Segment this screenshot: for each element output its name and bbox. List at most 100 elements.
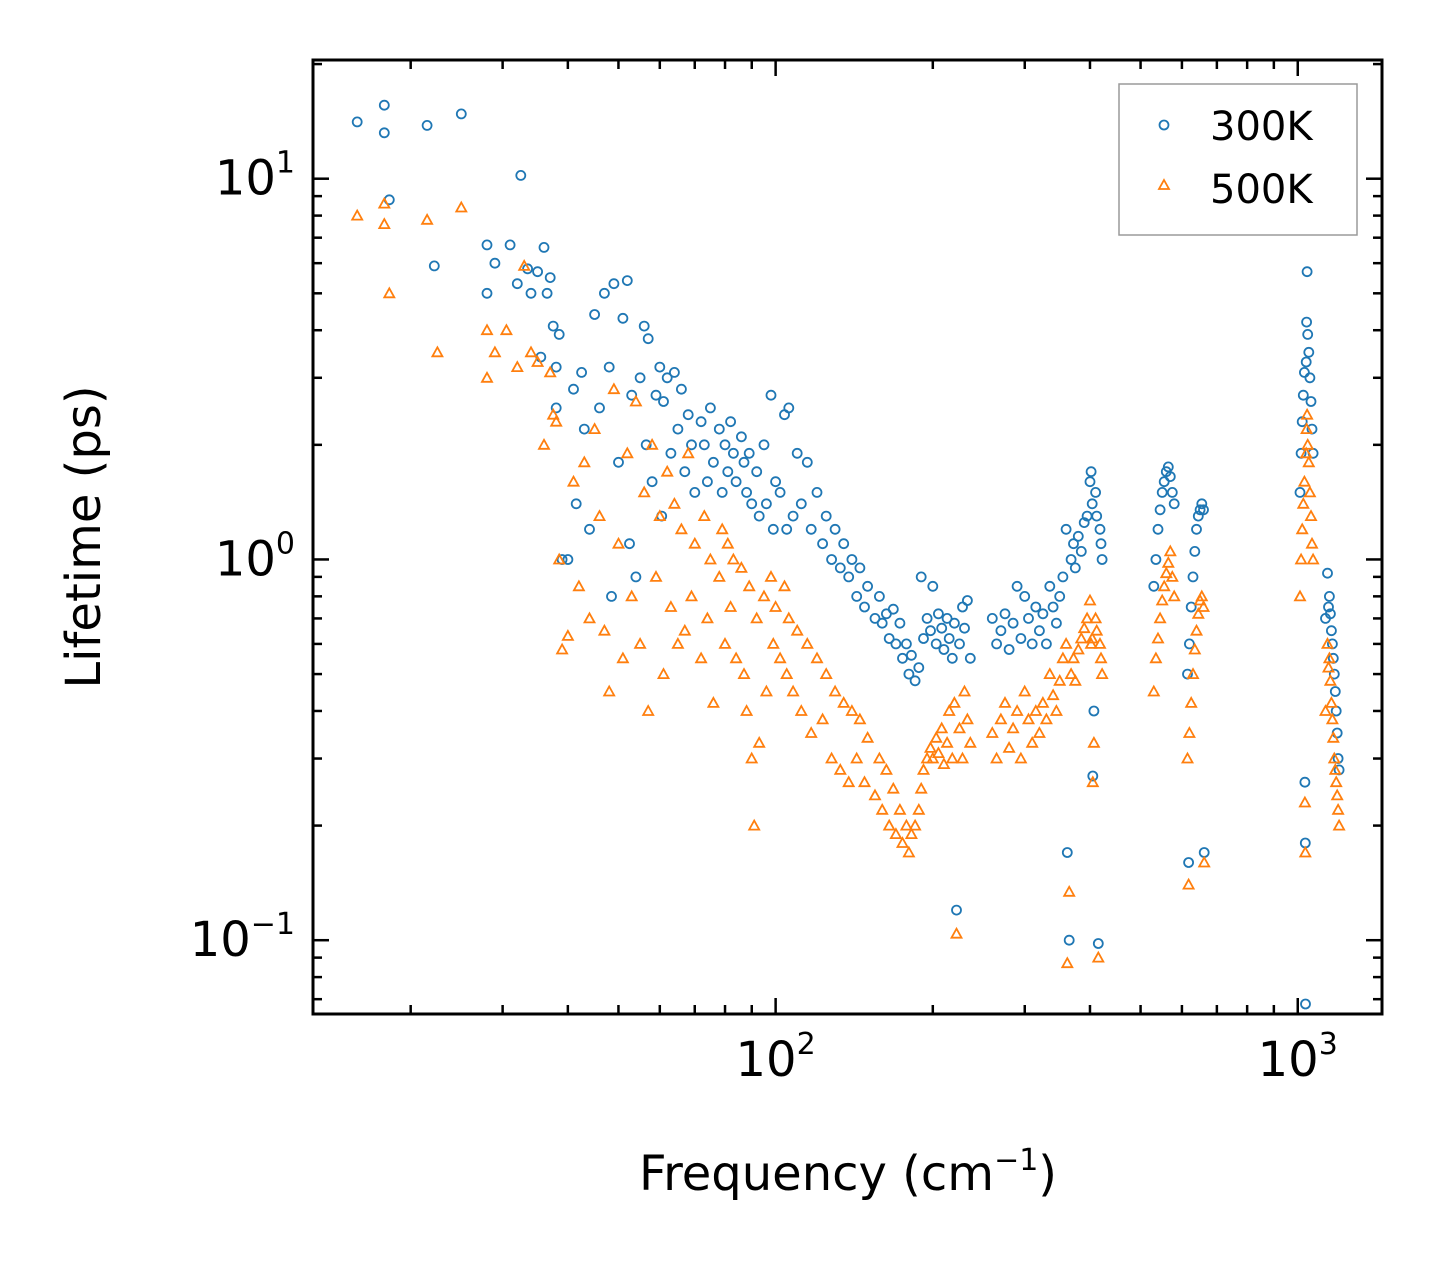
data-point-300k — [951, 904, 962, 916]
data-point-500k — [931, 746, 945, 758]
data-point-300k — [918, 633, 929, 644]
data-point-300k — [1156, 486, 1168, 498]
data-point-300k — [927, 580, 939, 592]
data-point-300k — [943, 633, 955, 644]
legend-label-300k: 300K — [1210, 104, 1314, 150]
data-point-300k — [421, 120, 433, 131]
data-point-300k — [428, 260, 440, 272]
data-point-300k — [658, 396, 669, 407]
data-point-500k — [1322, 651, 1336, 664]
data-point-300k — [679, 466, 691, 478]
data-point-500k — [1068, 673, 1082, 686]
data-point-300k — [1088, 705, 1100, 717]
data-point-500k — [694, 651, 708, 664]
data-point-300k — [986, 613, 998, 624]
data-point-500k — [734, 561, 748, 573]
data-point-300k — [820, 510, 832, 522]
data-point-500k — [664, 600, 678, 612]
axis-ticks: 102 103 10−1 100 101 — [190, 60, 1382, 1088]
data-point-300k — [791, 447, 803, 459]
data-point-500k — [998, 696, 1012, 708]
data-point-500k — [1321, 660, 1336, 673]
data-point-500k — [1180, 751, 1195, 764]
data-point-500k — [908, 818, 922, 831]
data-point-300k — [1096, 554, 1108, 565]
data-point-500k — [889, 827, 903, 839]
data-point-500k — [1326, 730, 1340, 743]
data-point-500k — [1093, 637, 1107, 649]
data-point-500k — [825, 751, 839, 764]
data-point-300k — [1192, 510, 1204, 522]
data-point-500k — [454, 200, 468, 213]
data-point-300k — [504, 239, 516, 251]
data-point-300k — [613, 456, 624, 468]
data-point-300k — [761, 498, 772, 510]
data-point-500k — [1295, 522, 1309, 535]
data-point-300k — [915, 571, 927, 583]
data-point-500k — [688, 536, 702, 549]
data-point-300k — [669, 366, 680, 378]
data-point-500k — [800, 637, 814, 649]
data-point-500k — [985, 726, 999, 738]
data-point-300k — [1015, 633, 1027, 644]
data-point-300k — [781, 523, 793, 535]
data-point-500k — [1303, 485, 1317, 498]
data-point-300k — [1154, 504, 1166, 516]
data-point-500k — [764, 570, 778, 582]
data-point-300k — [578, 423, 590, 435]
data-point-300k — [676, 383, 687, 395]
data-point-300k — [887, 603, 899, 615]
data-point-500k — [886, 781, 900, 794]
data-point-500k — [899, 818, 913, 831]
data-point-300k — [665, 447, 677, 459]
data-point-300k — [1078, 517, 1090, 528]
data-point-300k — [894, 617, 906, 629]
data-point-300k — [1150, 554, 1162, 565]
data-point-300k — [1003, 644, 1015, 655]
data-point-500k — [724, 600, 738, 612]
data-point-500k — [377, 196, 391, 209]
data-point-500k — [1060, 956, 1074, 969]
data-point-500k — [726, 552, 740, 565]
data-point-300k — [851, 591, 863, 602]
data-point-300k — [765, 389, 777, 401]
data-point-300k — [682, 409, 694, 421]
data-point-500k — [637, 485, 651, 498]
data-point-300k — [511, 278, 523, 290]
data-point-500k — [872, 751, 886, 764]
data-point-300k — [568, 383, 579, 395]
data-point-500k — [777, 579, 792, 592]
data-point-300k — [1301, 266, 1313, 278]
data-point-300k — [378, 127, 390, 139]
data-point-300k — [1094, 523, 1106, 535]
data-point-300k — [646, 476, 658, 488]
data-point-500k — [697, 509, 711, 521]
data-point-300k — [1300, 356, 1312, 368]
data-point-300k — [1305, 396, 1317, 407]
data-point-500k — [819, 667, 833, 679]
data-point-300k — [1037, 608, 1049, 620]
data-point-300k — [959, 622, 970, 634]
data-point-300k — [869, 613, 881, 624]
data-point-300k — [1148, 580, 1160, 592]
data-point-500k — [994, 712, 1008, 725]
data-point-500k — [592, 509, 607, 521]
data-point-300k — [544, 272, 556, 284]
data-point-500k — [555, 642, 569, 655]
data-point-300k — [1026, 638, 1038, 650]
data-point-500k — [1327, 751, 1341, 764]
data-point-500k — [914, 781, 928, 794]
data-point-500k — [1296, 496, 1310, 509]
data-point-300k — [829, 523, 841, 535]
data-point-500k — [1306, 552, 1320, 565]
data-point-300k — [811, 486, 823, 498]
data-point-500k — [1167, 589, 1181, 602]
data-point-300k — [817, 538, 828, 550]
data-point-300k — [736, 431, 747, 443]
data-point-500k — [1191, 606, 1205, 619]
data-point-500k — [879, 763, 893, 775]
data-point-300k — [1075, 546, 1087, 557]
data-point-500k — [945, 751, 959, 764]
data-point-500k — [641, 704, 655, 716]
data-point-500k — [947, 696, 961, 708]
